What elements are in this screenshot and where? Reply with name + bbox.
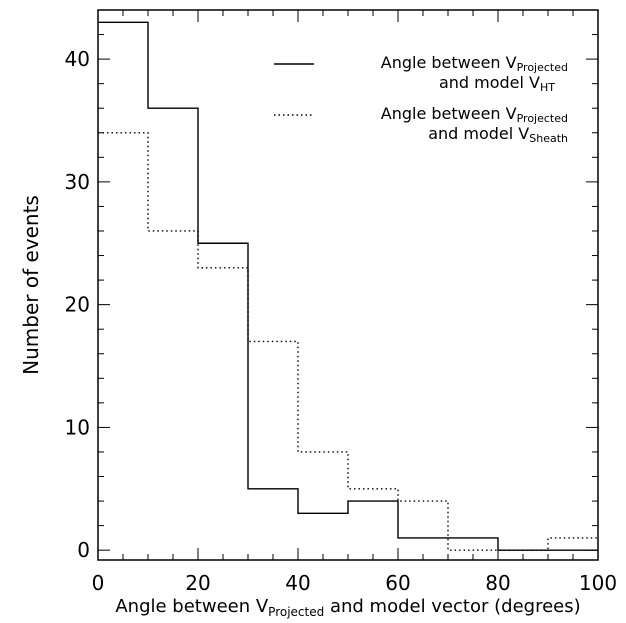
y-tick-labels: 0 10 20 30 40 xyxy=(65,47,90,562)
minor-ticks xyxy=(98,9,598,560)
legend-series-1-line1: Angle between VProjected xyxy=(381,53,568,74)
legend-series-2-line1: Angle between VProjected xyxy=(381,104,568,125)
histogram-series-solid xyxy=(98,21,598,551)
x-tick-label: 0 xyxy=(92,571,105,595)
histogram-series-dotted xyxy=(98,132,598,551)
legend-series-1-line2: and model VHT xyxy=(439,73,555,94)
y-tick-label: 20 xyxy=(65,293,90,317)
major-ticks xyxy=(97,10,599,560)
y-tick-label: 10 xyxy=(65,415,90,439)
x-tick-label: 100 xyxy=(579,571,617,595)
y-tick-label: 40 xyxy=(65,47,90,71)
legend-series-2-line2: and model VSheath xyxy=(428,124,568,145)
x-tick-label: 80 xyxy=(485,571,510,595)
y-tick-label: 0 xyxy=(77,538,90,562)
x-tick-label: 60 xyxy=(385,571,410,595)
x-tick-labels: 0 20 40 60 80 100 xyxy=(92,571,617,595)
x-tick-label: 20 xyxy=(185,571,210,595)
legend: Angle between VProjected and model VHT A… xyxy=(274,53,568,145)
y-tick-label: 30 xyxy=(65,170,90,194)
series-lines xyxy=(98,21,598,551)
x-axis-label: Angle between VProjected and model vecto… xyxy=(115,596,580,619)
y-axis-label: Number of events xyxy=(19,195,43,375)
x-tick-label: 40 xyxy=(285,571,310,595)
